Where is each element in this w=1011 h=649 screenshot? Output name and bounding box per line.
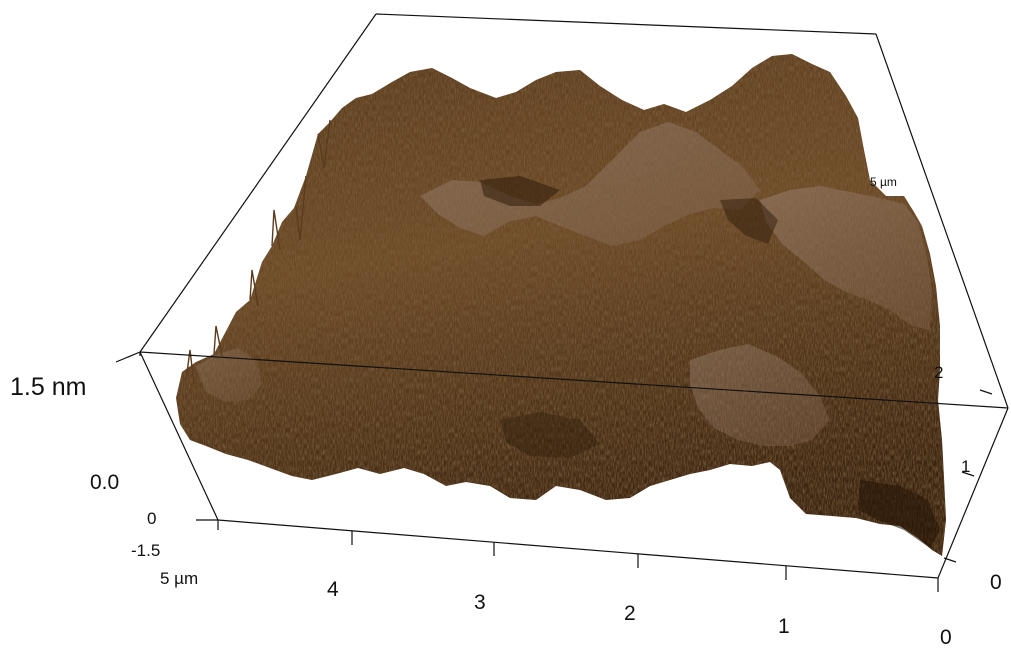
bounding-box-front — [115, 351, 1009, 579]
x-axis-tick-3: 3 — [474, 591, 486, 614]
z-axis-mid-label: 0.0 — [90, 471, 119, 494]
x-axis-end-label: 5 µm — [160, 569, 198, 588]
y-axis-end-label: 5 µm — [870, 175, 897, 189]
x-axis-ticks — [351, 531, 939, 592]
bounding-box-back — [139, 13, 1009, 409]
topography-surface — [176, 54, 946, 556]
x-axis-tick-2: 2 — [624, 602, 636, 625]
z-axis-bottom-label: -1.5 — [131, 541, 160, 560]
x-axis-origin-label: 0 — [147, 509, 156, 528]
y-axis-origin-label: 0 — [990, 571, 1002, 594]
x-axis-right-origin-label: 0 — [940, 626, 952, 649]
x-axis-tick-1: 1 — [778, 615, 790, 638]
x-axis-tick-4: 4 — [327, 578, 339, 601]
y-axis-ticks — [943, 389, 993, 563]
z-axis-top-label: 1.5 nm — [10, 373, 86, 401]
y-axis-tick-2: 2 — [934, 363, 943, 382]
y-axis-tick-1: 1 — [961, 457, 970, 476]
